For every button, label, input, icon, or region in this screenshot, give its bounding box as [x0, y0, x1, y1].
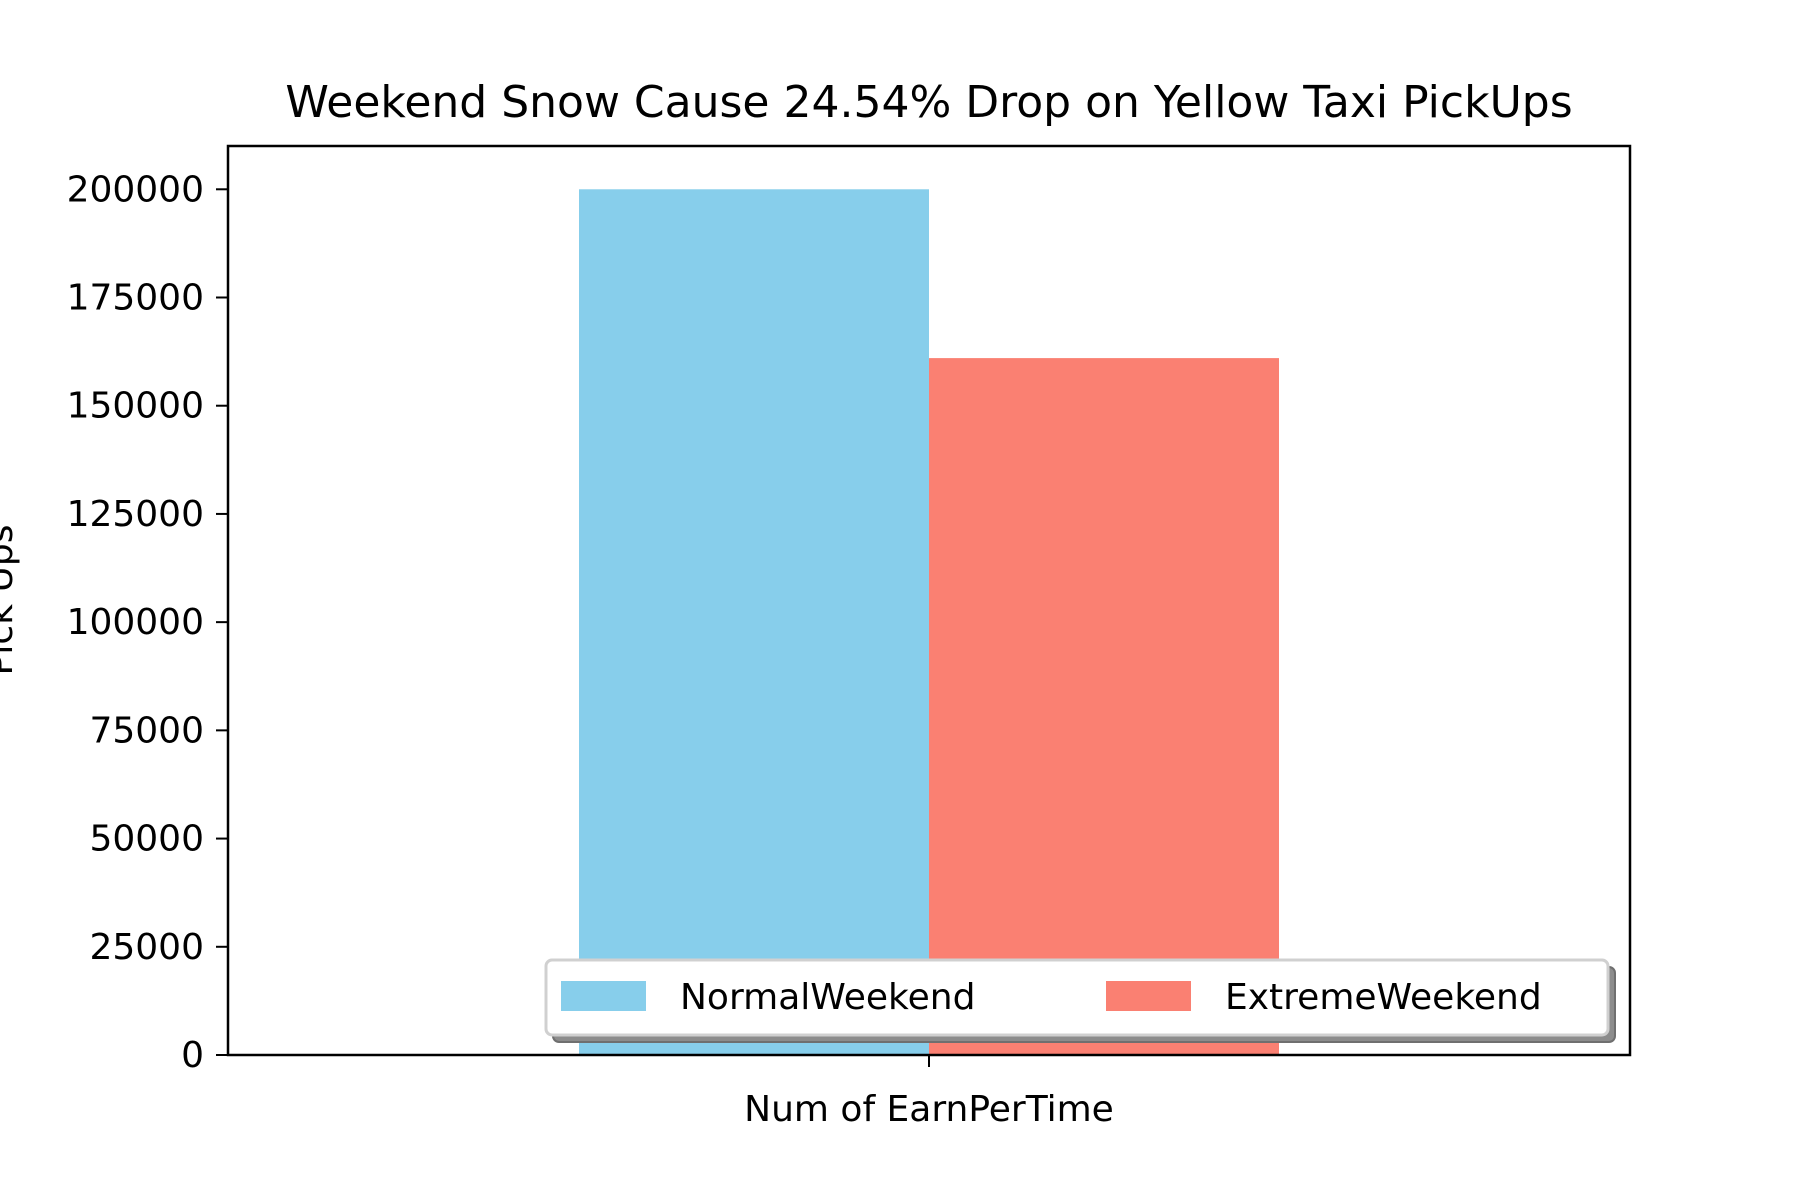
bars-layer: [579, 189, 1279, 1056]
y-tick-label: 25000: [89, 927, 204, 968]
legend-item-NormalWeekend: NormalWeekend: [561, 977, 975, 1018]
y-tick-label: 200000: [67, 169, 204, 210]
legend: NormalWeekend ExtremeWeekend: [544, 958, 1616, 1043]
legend-box: [544, 958, 1610, 1037]
legend-swatch: [1106, 981, 1191, 1011]
y-axis-ticks: 0 25000 50000 75000 100000 125000 150000 175000…: [67, 169, 228, 1076]
y-tick-label: 50000: [89, 819, 204, 860]
x-axis-ticks: Num of EarnPerTime: [744, 1055, 1114, 1130]
y-tick-label: 150000: [67, 386, 204, 427]
y-tick-label: 175000: [67, 278, 204, 319]
bar-NormalWeekend: [579, 189, 929, 1056]
chart-title: Weekend Snow Cause 24.54% Drop on Yellow…: [285, 77, 1572, 128]
legend-items: NormalWeekend ExtremeWeekend: [561, 977, 1542, 1018]
y-tick-label: 125000: [67, 494, 204, 535]
y-tick-label: 75000: [89, 710, 204, 751]
x-tick-label: Num of EarnPerTime: [744, 1089, 1114, 1130]
legend-item-ExtremeWeekend: ExtremeWeekend: [1106, 977, 1542, 1018]
bar-ExtremeWeekend: [929, 358, 1279, 1056]
y-axis-label: Pick Ups: [0, 525, 21, 676]
y-tick-label: 0: [181, 1035, 204, 1076]
y-tick-label: 100000: [67, 602, 204, 643]
legend-swatch: [561, 981, 646, 1011]
legend-label: ExtremeWeekend: [1225, 977, 1542, 1018]
legend-label: NormalWeekend: [680, 977, 975, 1018]
